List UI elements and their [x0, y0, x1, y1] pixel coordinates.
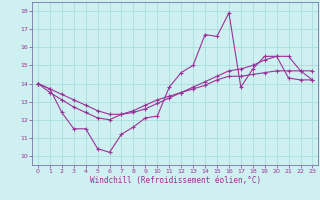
X-axis label: Windchill (Refroidissement éolien,°C): Windchill (Refroidissement éolien,°C) — [90, 176, 261, 185]
